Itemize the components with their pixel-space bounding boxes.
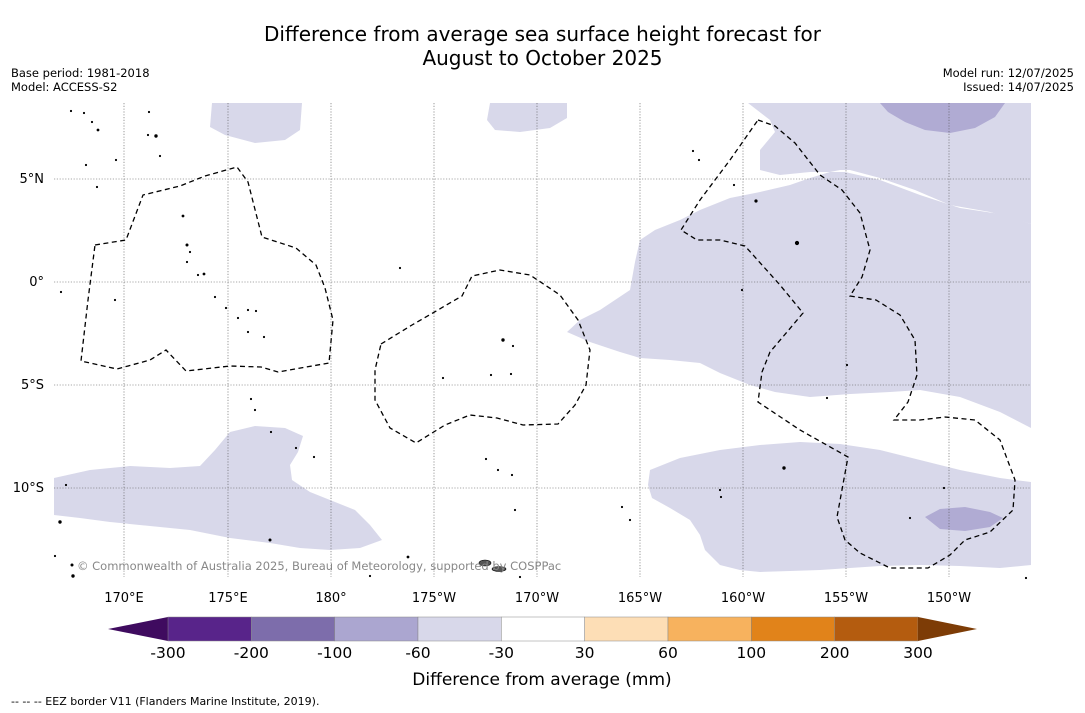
colorbar-tick-label: -100 xyxy=(317,644,352,662)
model-run: Model run: 12/07/2025 xyxy=(942,66,1074,80)
colorbar-label: Difference from average (mm) xyxy=(412,670,671,690)
lon-label: 165°W xyxy=(618,591,662,606)
lon-label: 150°W xyxy=(927,591,971,606)
colorbar-cell xyxy=(584,616,669,642)
lat-label: 5°S xyxy=(21,378,44,393)
eez-border-west xyxy=(80,166,334,373)
anomaly-region-light xyxy=(54,426,382,550)
colorbar-cell xyxy=(751,616,835,642)
anomaly-region-light xyxy=(567,103,1031,428)
lon-label: 175°W xyxy=(412,591,456,606)
colorbar-cell xyxy=(417,616,502,642)
anomaly-region-light xyxy=(487,103,567,132)
lat-label: 10°S xyxy=(13,481,44,496)
anomaly-region-mid xyxy=(880,103,1005,133)
eez-border-central xyxy=(374,269,591,444)
colorbar: -300 -200 -100 -60 -30 30 60 100 200 300 xyxy=(108,616,977,662)
eez-legend: -- -- -- EEZ border V11 (Flanders Marine… xyxy=(11,695,320,708)
anomaly-shading xyxy=(54,103,1031,572)
anomaly-region-light xyxy=(648,442,1031,572)
copyright-notice: © Commonwealth of Australia 2025, Bureau… xyxy=(77,559,561,573)
eez-borders xyxy=(80,119,1016,569)
eez-border-east xyxy=(680,119,1016,569)
colorbar-tick-label: 100 xyxy=(737,644,767,662)
colorbar-tick-label: -60 xyxy=(405,644,430,662)
colorbar-tick-label: 30 xyxy=(575,644,595,662)
colorbar-cell xyxy=(501,616,585,642)
anomaly-region-mid xyxy=(925,507,1003,531)
colorbar-cell xyxy=(334,616,419,642)
lon-label: 175°E xyxy=(208,591,248,606)
colorbar-cell xyxy=(834,616,919,642)
lon-label: 170°E xyxy=(104,591,144,606)
colorbar-tick-label: 200 xyxy=(820,644,850,662)
colorbar-cell xyxy=(667,616,752,642)
lon-label: 160°W xyxy=(721,591,765,606)
gridlines xyxy=(54,103,1031,577)
issued-date: Issued: 14/07/2025 xyxy=(963,80,1074,94)
meta-right: Model run: 12/07/2025 Issued: 14/07/2025 xyxy=(943,66,1074,94)
anomaly-region-light xyxy=(210,103,302,143)
lat-label: 5°N xyxy=(20,172,45,187)
colorbar-tick-label: -200 xyxy=(234,644,269,662)
anomaly-region-light xyxy=(760,103,1031,224)
lon-label: 170°W xyxy=(515,591,559,606)
colorbar-cell xyxy=(167,616,252,642)
islands xyxy=(53,109,1028,580)
colorbar-tick-label: -30 xyxy=(489,644,514,662)
colorbar-extend-low xyxy=(108,617,168,641)
title-line-2: August to October 2025 xyxy=(422,46,663,70)
lon-label: 180° xyxy=(315,591,346,606)
colorbar-cell xyxy=(251,616,335,642)
lon-label: 155°W xyxy=(824,591,868,606)
colorbar-extend-high xyxy=(918,617,977,641)
model-name: Model: ACCESS-S2 xyxy=(11,80,118,94)
base-period: Base period: 1981-2018 xyxy=(11,66,150,80)
meta-left: Base period: 1981-2018 Model: ACCESS-S2 xyxy=(11,66,150,94)
lat-label: 0° xyxy=(29,275,44,290)
colorbar-tick-label: 60 xyxy=(658,644,678,662)
title-line-1: Difference from average sea surface heig… xyxy=(263,22,822,46)
colorbar-tick-label: 300 xyxy=(903,644,933,662)
colorbar-tick-label: -300 xyxy=(150,644,185,662)
